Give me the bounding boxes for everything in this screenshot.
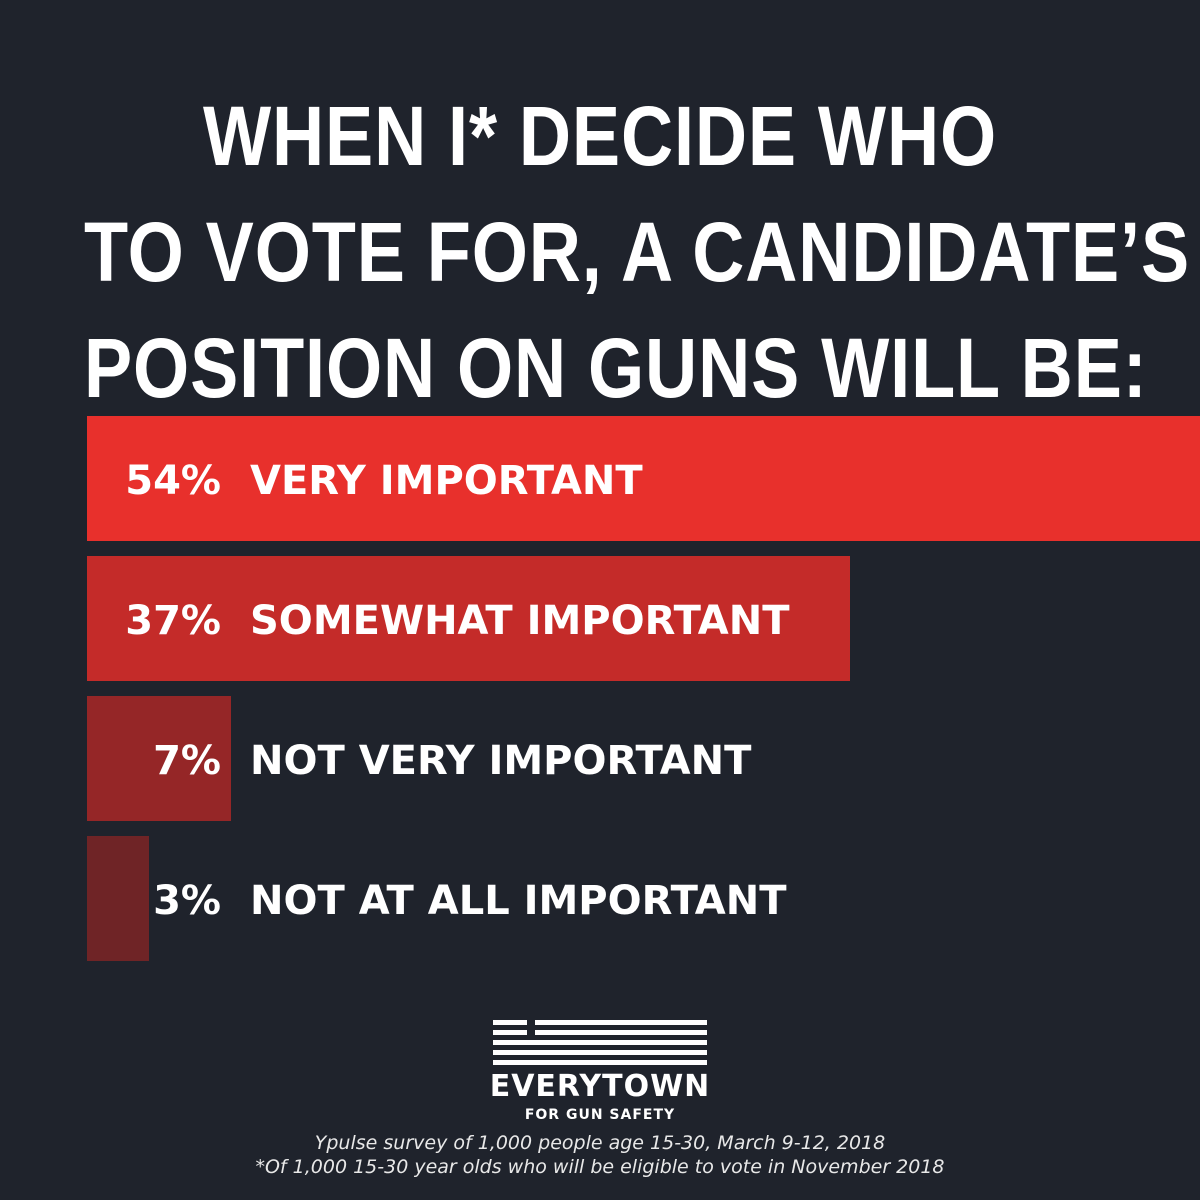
title-line-2: TO VOTE FOR, A CANDIDATE’S — [84, 205, 1191, 299]
category-label: SOMEWHAT IMPORTANT — [250, 598, 790, 644]
bar — [87, 416, 1200, 541]
value-label: 3% — [153, 878, 221, 924]
chart-title: WHEN I* DECIDE WHO TO VOTE FOR, A CANDID… — [84, 78, 1191, 426]
bar — [87, 556, 850, 681]
logo — [0, 1020, 1200, 1066]
footnotes: Ypulse survey of 1,000 people age 15-30,… — [0, 1131, 1200, 1179]
value-label: 54% — [125, 458, 221, 504]
title-line-1: WHEN I* DECIDE WHO — [202, 89, 998, 183]
category-label: NOT VERY IMPORTANT — [250, 738, 752, 784]
source-note: Ypulse survey of 1,000 people age 15-30,… — [314, 1132, 886, 1154]
brand-tagline: FOR GUN SAFETY — [524, 1107, 676, 1123]
bar — [87, 696, 231, 821]
category-label: VERY IMPORTANT — [250, 458, 643, 504]
value-label: 37% — [125, 598, 221, 644]
category-label: NOT AT ALL IMPORTANT — [250, 878, 787, 924]
eligibility-note: *Of 1,000 15-30 year olds who will be el… — [255, 1156, 945, 1178]
bar-chart: 54% VERY IMPORTANT 37% SOMEWHAT IMPORTANT 7%… — [87, 416, 1200, 961]
brand-name: EVERYTOWN — [489, 1069, 711, 1104]
title-line-3: POSITION ON GUNS WILL BE: — [84, 321, 1148, 415]
flag-stripes-icon — [493, 1020, 707, 1065]
bar — [87, 836, 149, 961]
value-label: 7% — [153, 738, 221, 784]
